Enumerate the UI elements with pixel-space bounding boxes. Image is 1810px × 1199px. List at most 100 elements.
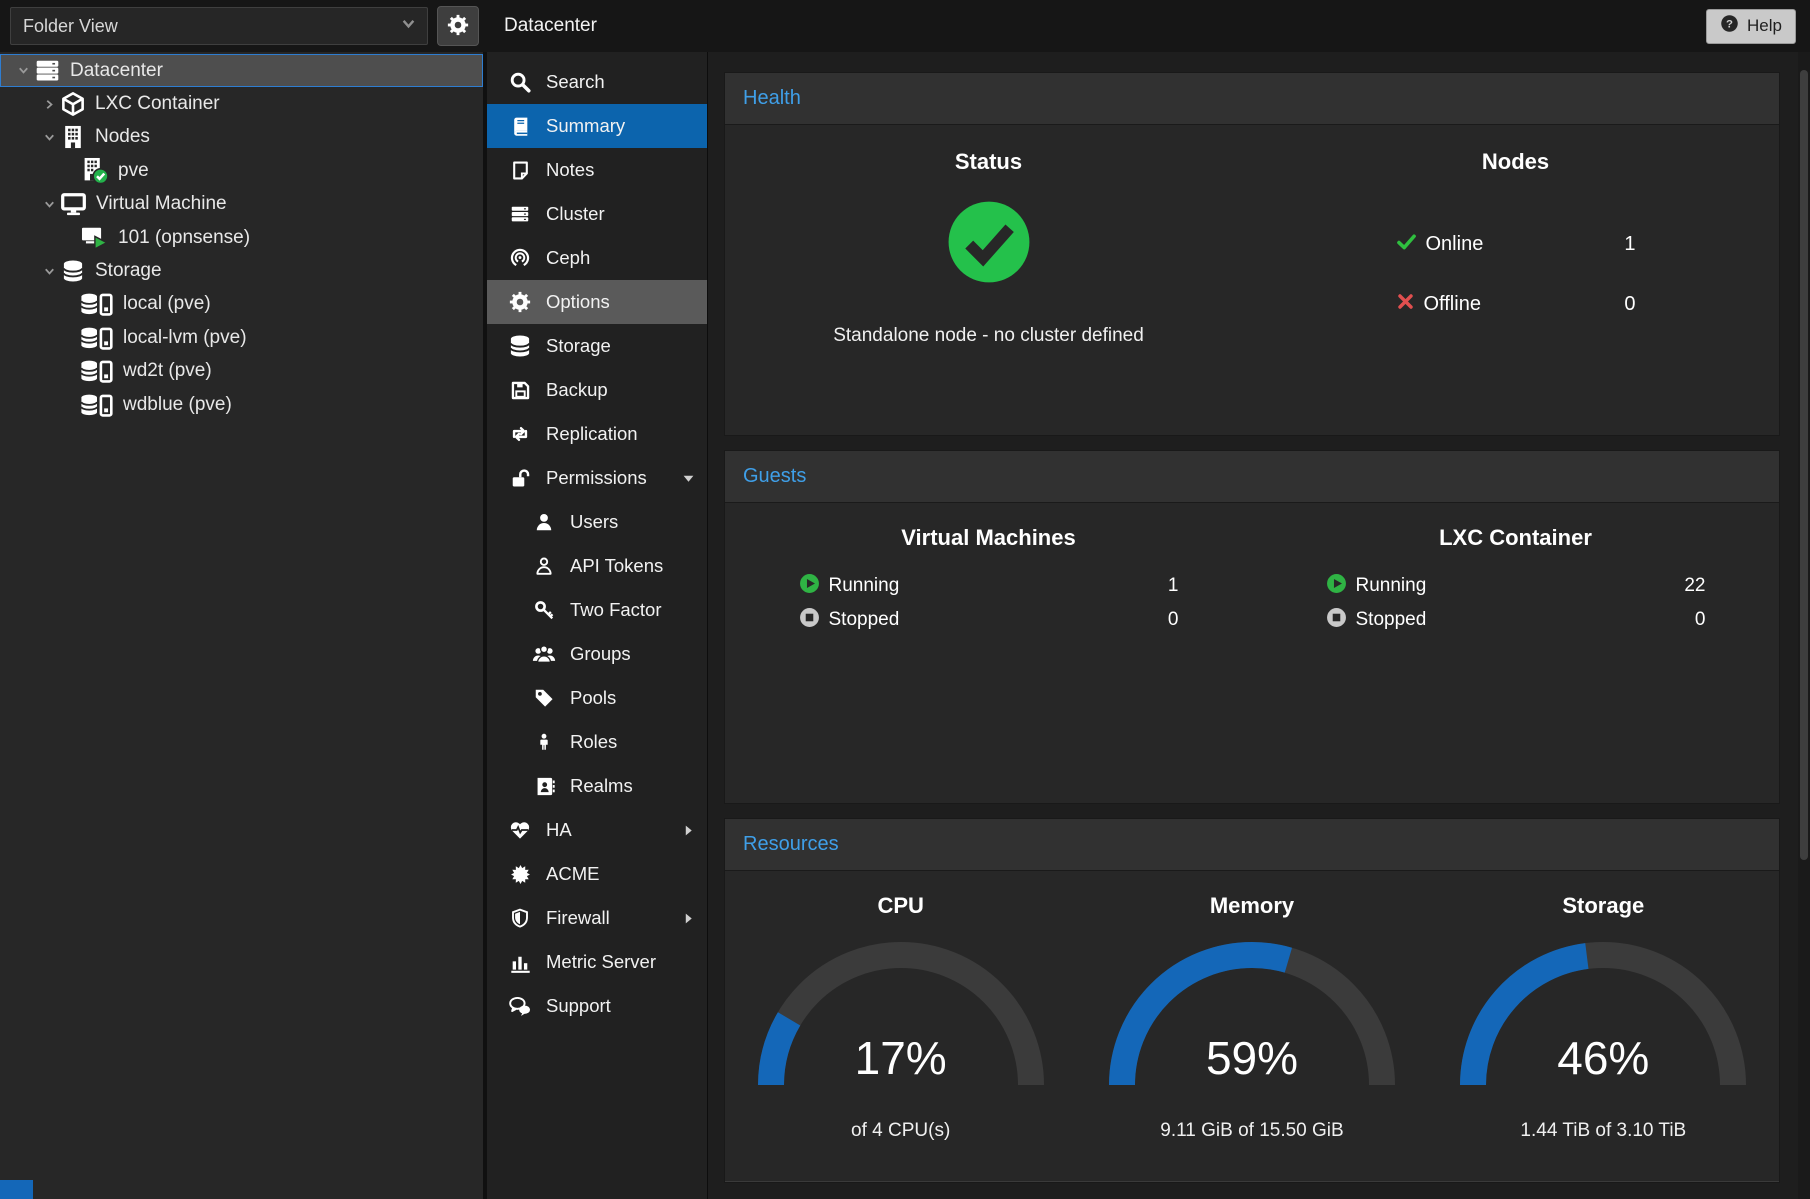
- nav-item-permissions[interactable]: Permissions: [487, 456, 707, 500]
- chevron-right-icon[interactable]: [38, 97, 60, 112]
- top-bar: Folder View Datacenter ? Help: [0, 0, 1810, 52]
- guest-running-row: Running 1: [799, 575, 1179, 597]
- tree-settings-button[interactable]: [437, 6, 479, 46]
- nav-item-ceph[interactable]: Ceph: [487, 236, 707, 280]
- nav-item-acme[interactable]: ACME: [487, 852, 707, 896]
- nav-item-label: Options: [546, 291, 610, 313]
- guest-row-value: 22: [1684, 575, 1705, 597]
- gauge-detail: of 4 CPU(s): [851, 1120, 950, 1142]
- check-icon: [1396, 231, 1417, 258]
- tree-item-label: wdblue (pve): [123, 394, 232, 416]
- guests-column-heading: Virtual Machines: [901, 525, 1075, 551]
- nav-item-pools[interactable]: Pools: [487, 676, 707, 720]
- nav-item-label: Cluster: [546, 203, 605, 225]
- nav-item-storage[interactable]: Storage: [487, 324, 707, 368]
- nav-item-users[interactable]: Users: [487, 500, 707, 544]
- guest-row-label: Running: [829, 575, 900, 597]
- chevron-down-icon[interactable]: [38, 264, 60, 279]
- nav-item-label: Replication: [546, 423, 638, 445]
- nav-item-two-factor[interactable]: Two Factor: [487, 588, 707, 632]
- database-icon: [60, 258, 86, 284]
- users-icon: [531, 643, 557, 665]
- nav-item-metric-server[interactable]: Metric Server: [487, 940, 707, 984]
- tree-item-label: 101 (opnsense): [118, 227, 250, 249]
- nav-item-cluster[interactable]: Cluster: [487, 192, 707, 236]
- nodes-online-value: 1: [1624, 233, 1635, 256]
- content-scrollbar: [1798, 52, 1810, 1199]
- tree-item-local-lvm-pve[interactable]: local-lvm (pve): [0, 321, 483, 354]
- resource-gauge-cpu: CPU17%of 4 CPU(s): [725, 893, 1076, 1181]
- nav-item-label: Firewall: [546, 907, 610, 929]
- guest-row-value: 1: [1168, 575, 1179, 597]
- tag-icon: [531, 687, 557, 709]
- nav-item-label: Support: [546, 995, 611, 1017]
- nav-item-backup[interactable]: Backup: [487, 368, 707, 412]
- nav-item-label: Ceph: [546, 247, 590, 269]
- nav-item-notes[interactable]: Notes: [487, 148, 707, 192]
- nav-item-label: Summary: [546, 115, 625, 137]
- tree-item-virtual-machine[interactable]: Virtual Machine: [0, 188, 483, 221]
- nav-item-label: Roles: [570, 731, 617, 753]
- nav-item-roles[interactable]: Roles: [487, 720, 707, 764]
- help-button[interactable]: ? Help: [1706, 9, 1796, 44]
- tree-item-datacenter[interactable]: Datacenter: [0, 54, 483, 87]
- ceph-icon: [507, 247, 533, 269]
- key-icon: [531, 600, 557, 621]
- chevron-down-icon[interactable]: [38, 197, 60, 212]
- gauge-detail: 1.44 TiB of 3.10 TiB: [1520, 1120, 1686, 1142]
- nav-item-groups[interactable]: Groups: [487, 632, 707, 676]
- nav-item-firewall[interactable]: Firewall: [487, 896, 707, 940]
- status-heading: Status: [955, 149, 1022, 175]
- person-icon: [531, 731, 557, 753]
- nav-item-label: Notes: [546, 159, 594, 181]
- content-scrollbar-thumb[interactable]: [1800, 70, 1808, 860]
- database-drive-icon: [80, 291, 114, 317]
- tree-item-pve[interactable]: pve: [0, 154, 483, 187]
- caret-right-icon: [682, 824, 695, 837]
- nav-item-replication[interactable]: Replication: [487, 412, 707, 456]
- nav-item-label: Metric Server: [546, 951, 656, 973]
- nav-item-search[interactable]: Search: [487, 60, 707, 104]
- nav-item-label: Backup: [546, 379, 608, 401]
- nav-item-support[interactable]: Support: [487, 984, 707, 1028]
- nav-item-ha[interactable]: HA: [487, 808, 707, 852]
- nav-item-label: Users: [570, 511, 618, 533]
- question-circle-icon: ?: [1720, 14, 1739, 38]
- tree-item-nodes[interactable]: Nodes: [0, 121, 483, 154]
- stop-circle-icon: [799, 607, 820, 634]
- resource-tree: DatacenterLXC ContainerNodes pve Virtual M…: [0, 52, 487, 1199]
- nav-item-realms[interactable]: Realms: [487, 764, 707, 808]
- tree-item-label: pve: [118, 160, 149, 182]
- tree-item-lxc-container[interactable]: LXC Container: [0, 87, 483, 120]
- guest-stopped-row: Stopped0: [799, 609, 1179, 631]
- replication-icon: [507, 423, 533, 445]
- resource-gauge-memory: Memory59%9.11 GiB of 15.50 GiB: [1076, 893, 1427, 1181]
- tree-item-storage[interactable]: Storage: [0, 254, 483, 287]
- guest-running-row: Running22: [1326, 575, 1706, 597]
- nav-item-summary[interactable]: Summary: [487, 104, 707, 148]
- guests-column-lxc-container: LXC ContainerRunning22Stopped0: [1252, 503, 1779, 803]
- chevron-down-icon[interactable]: [12, 63, 34, 78]
- building-check-icon: [80, 156, 109, 185]
- tree-item-wdblue-pve[interactable]: wdblue (pve): [0, 388, 483, 421]
- guests-panel-header: Guests: [725, 451, 1779, 503]
- nav-item-options[interactable]: Options: [487, 280, 707, 324]
- gauge-heading: Storage: [1562, 893, 1644, 919]
- cube-icon: [60, 91, 86, 117]
- nav-item-label: ACME: [546, 863, 599, 885]
- nav-item-label: Search: [546, 71, 605, 93]
- nav-item-label: HA: [546, 819, 572, 841]
- tree-item-local-pve[interactable]: local (pve): [0, 288, 483, 321]
- nav-item-api-tokens[interactable]: API Tokens: [487, 544, 707, 588]
- nodes-offline-value: 0: [1624, 293, 1635, 316]
- nav-item-label: Groups: [570, 643, 631, 665]
- resources-panel-title: Resources: [743, 833, 839, 856]
- guest-row-value: 0: [1695, 609, 1706, 631]
- address-book-icon: [531, 776, 557, 797]
- tree-item-wd2t-pve[interactable]: wd2t (pve): [0, 355, 483, 388]
- view-mode-select[interactable]: Folder View: [10, 7, 428, 45]
- chevron-down-icon[interactable]: [38, 130, 60, 145]
- tree-item-101-opnsense[interactable]: 101 (opnsense): [0, 221, 483, 254]
- guests-panel-title: Guests: [743, 465, 806, 488]
- nav-item-label: Realms: [570, 775, 633, 797]
